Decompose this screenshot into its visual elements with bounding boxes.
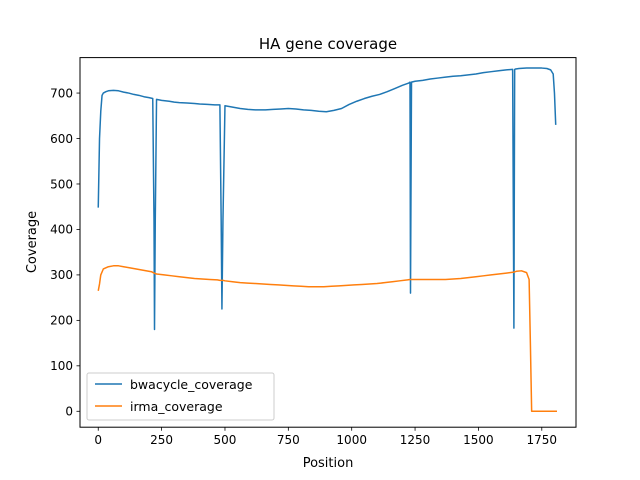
series-line-bwacycle-coverage: [97, 67, 557, 331]
chart-title: HA gene coverage: [259, 35, 397, 53]
legend-box: [86, 372, 275, 421]
x-axis: 0 250 500 750 1000 1250 1500 1750: [94, 427, 557, 447]
y-tick-label: 600: [50, 132, 73, 146]
y-tick-label: 400: [50, 223, 73, 237]
legend-label-bwacycle: bwacycle_coverage: [130, 377, 253, 392]
y-axis-label: Coverage: [25, 211, 40, 273]
x-tick-label: 750: [277, 433, 300, 447]
series-line-irma-coverage: [97, 265, 557, 413]
legend-label-irma: irma_coverage: [130, 399, 223, 414]
y-tick-label: 100: [50, 359, 73, 373]
x-axis-label: Position: [303, 456, 354, 471]
x-tick-label: 1500: [463, 433, 494, 447]
x-tick-label: 500: [214, 433, 237, 447]
y-tick-label: 300: [50, 268, 73, 282]
y-axis: 0 100 200 300 400 500 600 700: [50, 86, 80, 419]
y-tick-label: 200: [50, 314, 73, 328]
x-tick-label: 1000: [336, 433, 367, 447]
x-tick-label: 0: [94, 433, 102, 447]
plot-frame: [79, 57, 577, 428]
legend: bwacycle_coverage irma_coverage: [86, 372, 275, 421]
y-tick-label: 0: [65, 405, 73, 419]
x-tick-label: 250: [150, 433, 173, 447]
x-tick-label: 1250: [400, 433, 431, 447]
plot-lines: [97, 67, 557, 413]
y-tick-label: 500: [50, 177, 73, 191]
y-tick-label: 700: [50, 86, 73, 100]
x-tick-label: 1750: [527, 433, 558, 447]
